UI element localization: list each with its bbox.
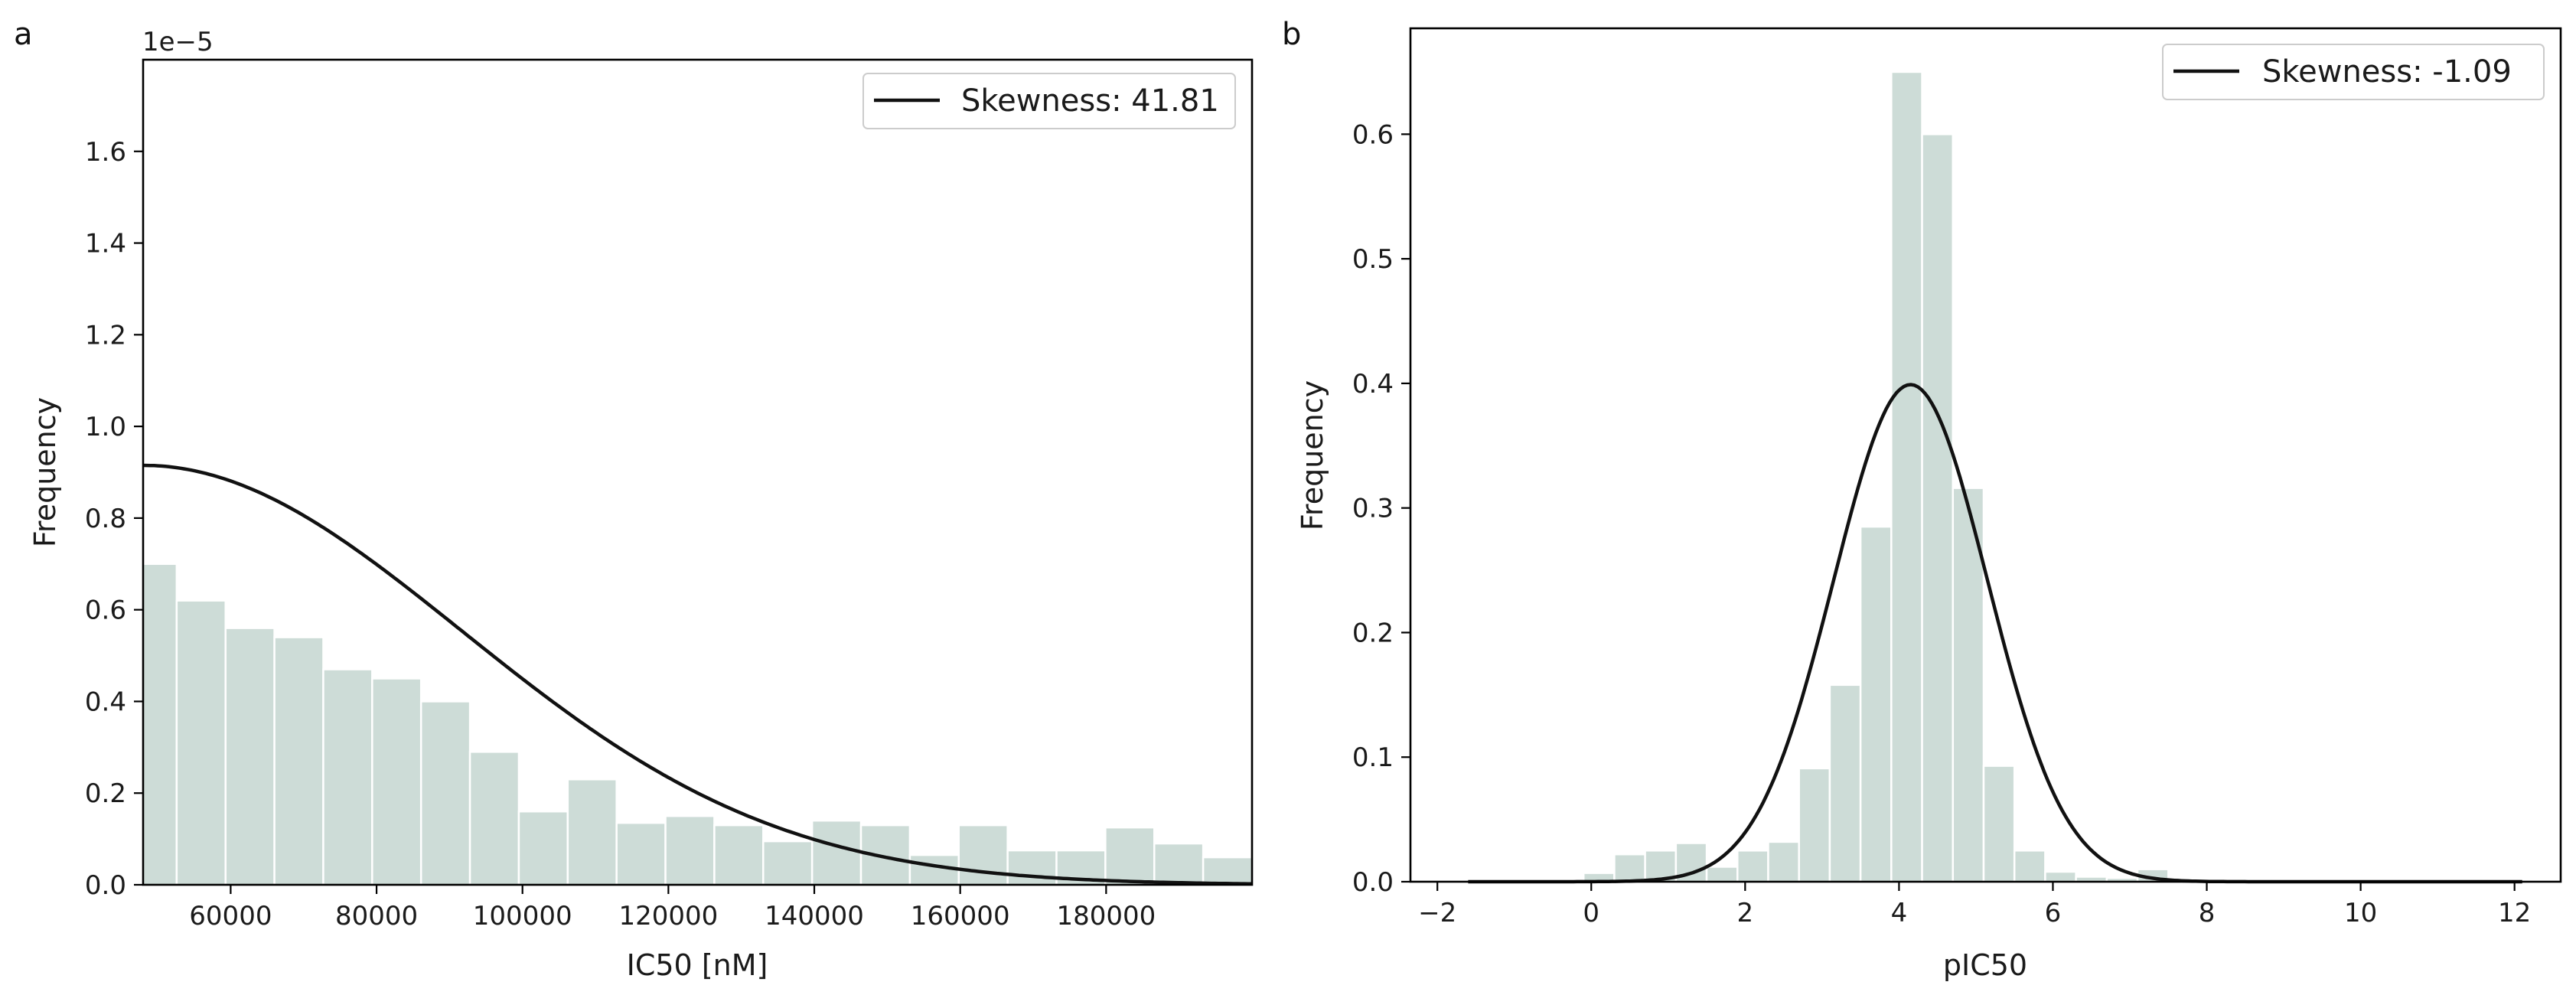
panel-a-offset-label: 1e−5 xyxy=(142,27,214,57)
panel-b-x-axis: −2 0 2 4 6 8 10 12 xyxy=(1418,882,2531,928)
panel-a-bar xyxy=(1153,842,1205,886)
panel-a-x-tick-label: 80000 xyxy=(335,901,418,931)
panel-a-bar xyxy=(615,821,667,886)
panel-b-frame xyxy=(1409,27,2562,883)
panel-a-bars xyxy=(142,563,1254,886)
panel-b-bar xyxy=(1921,133,1955,883)
panel-a-y-tick-label: 0.6 xyxy=(85,595,126,626)
panel-a-bar xyxy=(273,636,324,886)
panel-b-y-tick-label: 0.1 xyxy=(1352,742,1394,773)
panel-a-bar xyxy=(810,819,862,886)
panel-a-x-tick-label: 140000 xyxy=(765,901,864,931)
panel-a-frame xyxy=(142,58,1254,886)
panel-a-legend-label: Skewness: 41.81 xyxy=(961,83,1219,119)
panel-a-bar xyxy=(224,627,276,886)
panel-b-bar xyxy=(1798,767,1831,883)
panel-a-y-tick-label: 0.0 xyxy=(85,870,126,901)
panel-a-x-tick-label: 100000 xyxy=(473,901,572,931)
panel-b-y-axis: 0.0 0.1 0.2 0.3 0.4 0.5 0.6 xyxy=(1352,119,1410,898)
panel-b-y-tick-label: 0.0 xyxy=(1352,867,1394,898)
panel-b-x-axis-label: pIC50 xyxy=(1943,948,2027,982)
panel-a-bar xyxy=(175,599,227,886)
panel-b-x-tick-label: 0 xyxy=(1583,898,1599,928)
panel-b-legend-label: Skewness: -1.09 xyxy=(2262,54,2512,90)
panel-a-x-axis: 60000 80000 100000 120000 140000 160000 180000 xyxy=(189,885,1156,931)
panel-a-bar xyxy=(517,810,569,886)
panel-b-legend: Skewness: -1.09 xyxy=(2162,44,2545,100)
panel-a-legend: Skewness: 41.81 xyxy=(862,73,1236,129)
panel-a-x-tick-label: 160000 xyxy=(911,901,1010,931)
panel-a-x-axis-label: IC50 [nM] xyxy=(627,948,768,982)
panel-a-y-tick-label: 0.2 xyxy=(85,778,126,809)
panel-a-y-tick-label: 0.4 xyxy=(85,687,126,717)
panel-a-x-tick-label: 180000 xyxy=(1056,901,1156,931)
panel-b-label: b xyxy=(1282,17,1301,52)
panel-a-bar xyxy=(1006,849,1058,886)
panel-a: a 1e−5 60000 80000 100000 120000 140000 16000… xyxy=(14,17,1254,982)
panel-b-x-tick-label: 8 xyxy=(2199,898,2216,928)
panel-a-x-tick-label: 120000 xyxy=(618,901,718,931)
panel-a-bar xyxy=(1104,826,1156,886)
panel-a-bar xyxy=(762,840,814,886)
panel-b-bar xyxy=(1736,850,1769,883)
panel-b-bar xyxy=(1828,683,1862,883)
panel-a-x-tick-label: 60000 xyxy=(189,901,272,931)
panel-a-bar xyxy=(664,814,716,886)
panel-b-bar xyxy=(1952,487,1985,883)
panel-a-bar xyxy=(468,751,520,886)
panel-b-y-tick-label: 0.4 xyxy=(1352,369,1394,400)
panel-b-x-tick-label: −2 xyxy=(1418,898,1456,928)
panel-a-bar xyxy=(322,668,373,886)
panel-a-fit-curve xyxy=(142,463,1252,886)
panel-b-x-tick-label: 4 xyxy=(1891,898,1908,928)
panel-b-legend-box xyxy=(2162,44,2545,100)
panel-b-bar xyxy=(1859,525,1893,883)
panel-a-y-tick-label: 1.6 xyxy=(85,137,126,168)
panel-b-y-tick-label: 0.6 xyxy=(1352,119,1394,150)
panel-b-y-tick-label: 0.2 xyxy=(1352,618,1394,648)
panel-b-bar xyxy=(1982,765,2016,883)
panel-a-label: a xyxy=(14,17,33,52)
panel-a-y-tick-label: 1.2 xyxy=(85,320,126,351)
panel-a-y-axis-label: Frequency xyxy=(28,397,62,547)
panel-a-y-tick-label: 1.0 xyxy=(85,412,126,442)
panel-a-bar xyxy=(713,824,765,886)
panel-b-x-tick-label: 12 xyxy=(2498,898,2531,928)
panel-b-bar xyxy=(1613,853,1646,883)
panel-b-bar xyxy=(1890,70,1923,883)
panel-b-x-tick-label: 2 xyxy=(1737,898,1754,928)
panel-a-y-tick-label: 0.8 xyxy=(85,504,126,534)
panel-b-bars xyxy=(1551,70,2200,883)
panel-b-y-axis-label: Frequency xyxy=(1296,380,1329,530)
panel-b-x-tick-label: 6 xyxy=(2045,898,2062,928)
panel-a-y-tick-label: 1.4 xyxy=(85,229,126,259)
panel-b-y-tick-label: 0.5 xyxy=(1352,244,1394,275)
panel-b-y-tick-label: 0.3 xyxy=(1352,494,1394,524)
panel-a-legend-box xyxy=(862,73,1236,129)
panel-a-bar xyxy=(1202,856,1254,886)
panel-b-bar xyxy=(1767,840,1800,883)
panel-a-bar xyxy=(566,778,618,886)
panel-a-y-axis: 0.0 0.2 0.4 0.6 0.8 1.0 1.2 1.4 1.6 xyxy=(85,137,143,901)
panel-b-bar xyxy=(2013,850,2046,883)
panel-b-bar xyxy=(2044,870,2077,883)
panel-b-x-tick-label: 10 xyxy=(2344,898,2377,928)
panel-a-bar xyxy=(419,700,471,886)
panel-a-bar xyxy=(142,563,178,886)
panel-b-bar xyxy=(1705,866,1739,883)
panel-b: b −2 0 2 4 6 8 10 12 0.0 0.1 0.2 0.3 0.4 0.5 0.6 pIC5… xyxy=(1282,17,2562,982)
panel-a-bar xyxy=(371,677,422,886)
panel-a-bar xyxy=(957,824,1009,886)
